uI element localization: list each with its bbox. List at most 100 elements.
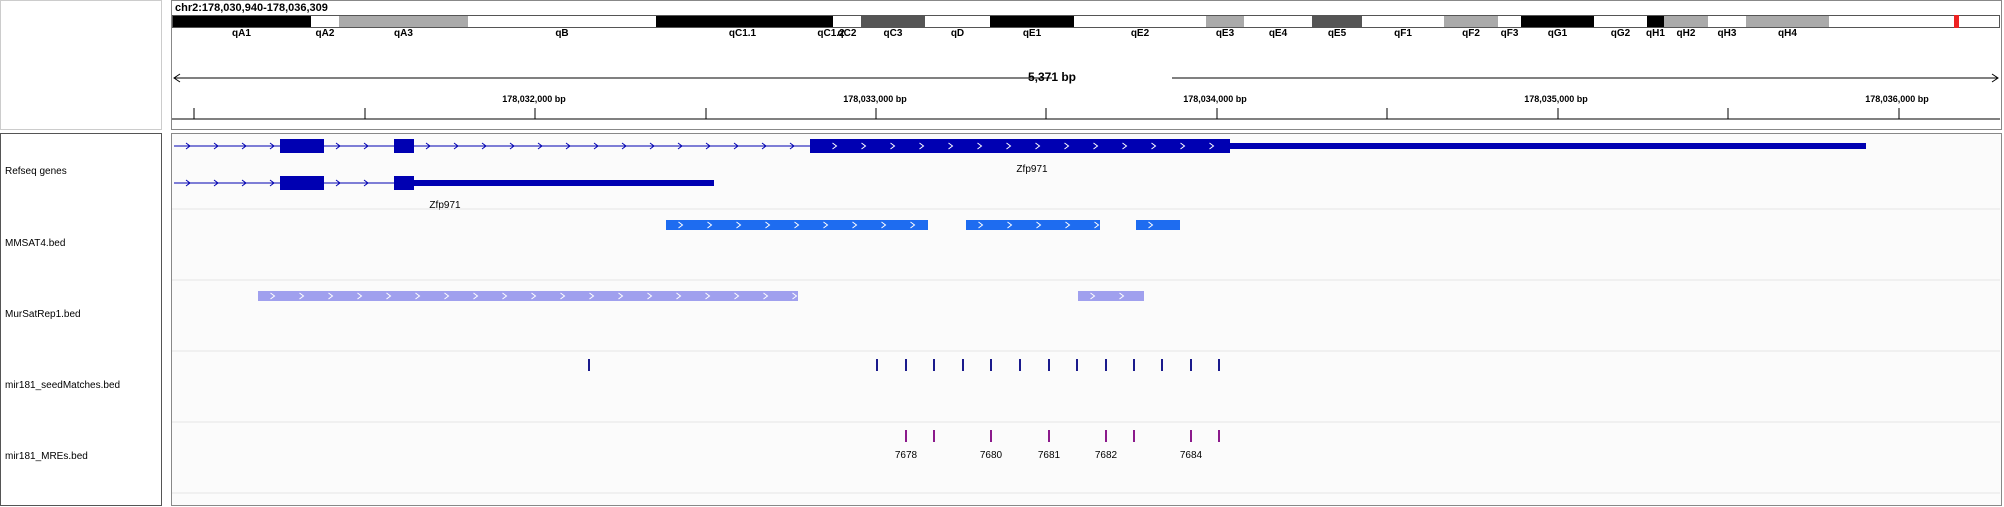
band-label-qE4: qE4 — [1268, 28, 1288, 39]
mmsat4-strand-arrow — [765, 221, 771, 229]
mmsat4-strand-arrow — [678, 221, 684, 229]
seed-match-feature — [1105, 359, 1107, 371]
refseq-exon-strand-arrow — [1209, 142, 1215, 150]
mursatrep1-strand-arrow — [589, 292, 595, 300]
refseq-strand-arrow — [185, 142, 191, 150]
refseq-strand-arrow — [363, 179, 369, 187]
band-label-qC2: qC2 — [837, 28, 857, 39]
refseq-exon-strand-arrow — [948, 142, 954, 150]
refseq-exon — [280, 176, 324, 190]
track-label-mir181-seedmatches-bed: mir181_seedMatches.bed — [5, 380, 121, 391]
track-label-mir181-mres-bed: mir181_MREs.bed — [5, 451, 88, 462]
ideogram-band-qF1 — [1362, 15, 1444, 28]
ideogram-band-qF2 — [1444, 15, 1498, 28]
mmsat4-strand-arrow — [707, 221, 713, 229]
mre-feature — [990, 430, 992, 442]
band-label-qF1: qF1 — [1394, 28, 1412, 39]
ideogram-band-qG2 — [1594, 15, 1647, 28]
mre-label: 7684 — [1179, 450, 1203, 461]
refseq-exon-strand-arrow — [1035, 142, 1041, 150]
band-label-qH3: qH3 — [1717, 28, 1737, 39]
refseq-strand-arrow — [241, 179, 247, 187]
mursatrep1-strand-arrow — [1119, 292, 1125, 300]
gene-label-zfp971-short: Zfp971 — [429, 200, 461, 211]
refseq-exon-strand-arrow — [1006, 142, 1012, 150]
header-panel — [171, 0, 2002, 130]
ruler-tick-label: 178,036,000 bp — [1865, 94, 1929, 104]
refseq-exon-strand-arrow — [1064, 142, 1070, 150]
refseq-strand-arrow — [677, 142, 683, 150]
refseq-exon — [394, 139, 414, 153]
track-label-mursatrep1-bed: MurSatRep1.bed — [5, 309, 81, 320]
mmsat4-strand-arrow — [978, 221, 984, 229]
refseq-exon-strand-arrow — [1093, 142, 1099, 150]
mmsat4-strand-arrow — [910, 221, 916, 229]
ideogram-band-qC2 — [833, 15, 861, 28]
seed-match-feature — [962, 359, 964, 371]
band-label-qA1: qA1 — [232, 28, 251, 39]
ideogram-band-qC1.1 — [656, 15, 829, 28]
ideogram-band-qE4 — [1244, 15, 1312, 28]
mmsat4-strand-arrow — [823, 221, 829, 229]
refseq-exon-strand-arrow — [1151, 142, 1157, 150]
refseq-strand-arrow — [185, 179, 191, 187]
refseq-strand-arrow — [789, 142, 795, 150]
refseq-strand-arrow — [269, 179, 275, 187]
ideogram-band-qE1 — [990, 15, 1074, 28]
refseq-strand-arrow — [593, 142, 599, 150]
mmsat4-strand-arrow — [794, 221, 800, 229]
mursatrep1-strand-arrow — [415, 292, 421, 300]
mre-label: 7680 — [979, 450, 1003, 461]
refseq-exon-strand-arrow — [919, 142, 925, 150]
refseq-strand-arrow — [761, 142, 767, 150]
ruler-span-label: 5,371 bp — [1027, 70, 1077, 84]
mursatrep1-feature — [258, 291, 798, 301]
mursatrep1-strand-arrow — [444, 292, 450, 300]
seed-match-feature — [905, 359, 907, 371]
ideogram-band-qF3 — [1498, 15, 1521, 28]
band-label-qA2: qA2 — [315, 28, 335, 39]
mre-feature — [1190, 430, 1192, 442]
track-label-refseq-genes: Refseq genes — [5, 166, 67, 177]
mursatrep1-feature — [1078, 291, 1144, 301]
band-label-qE5: qE5 — [1327, 28, 1347, 39]
mre-feature — [1048, 430, 1050, 442]
mmsat4-strand-arrow — [881, 221, 887, 229]
refseq-exon-strand-arrow — [1122, 142, 1128, 150]
mre-label: 7682 — [1094, 450, 1118, 461]
gene-label-zfp971: Zfp971 — [1016, 164, 1048, 175]
ideogram-band-qE3 — [1206, 15, 1244, 28]
refseq-exon-strand-arrow — [890, 142, 896, 150]
refseq-strand-arrow — [481, 142, 487, 150]
ideogram-band-qE5 — [1312, 15, 1362, 28]
seed-match-feature — [1161, 359, 1163, 371]
seed-match-feature — [1019, 359, 1021, 371]
ruler-tick-label: 178,032,000 bp — [502, 94, 566, 104]
ideogram-band-qC3 — [861, 15, 925, 28]
chromosome-ideogram[interactable] — [172, 15, 2000, 28]
band-label-qG1: qG1 — [1547, 28, 1568, 39]
mre-feature — [1105, 430, 1107, 442]
refseq-strand-arrow — [537, 142, 543, 150]
mursatrep1-strand-arrow — [328, 292, 334, 300]
ideogram-band-qG1 — [1521, 15, 1594, 28]
refseq-exon-strand-arrow — [977, 142, 983, 150]
seed-match-feature — [1133, 359, 1135, 371]
refseq-strand-arrow — [335, 142, 341, 150]
refseq-strand-arrow — [213, 179, 219, 187]
seed-match-feature — [588, 359, 590, 371]
locus-label: chr2:178,030,940-178,036,309 — [175, 2, 328, 14]
ruler-tick-label: 178,035,000 bp — [1524, 94, 1588, 104]
refseq-strand-arrow — [269, 142, 275, 150]
ideogram-band-qH3 — [1708, 15, 1746, 28]
ideogram-band-qA3 — [339, 15, 468, 28]
refseq-utr — [414, 180, 714, 186]
mursatrep1-strand-arrow — [676, 292, 682, 300]
band-label-qE2: qE2 — [1130, 28, 1150, 39]
feature-canvas[interactable] — [172, 134, 2000, 505]
mmsat4-strand-arrow — [1094, 221, 1100, 229]
mursatrep1-strand-arrow — [618, 292, 624, 300]
refseq-strand-arrow — [621, 142, 627, 150]
band-label-qH4: qH4 — [1778, 28, 1797, 39]
refseq-exon-strand-arrow — [1180, 142, 1186, 150]
